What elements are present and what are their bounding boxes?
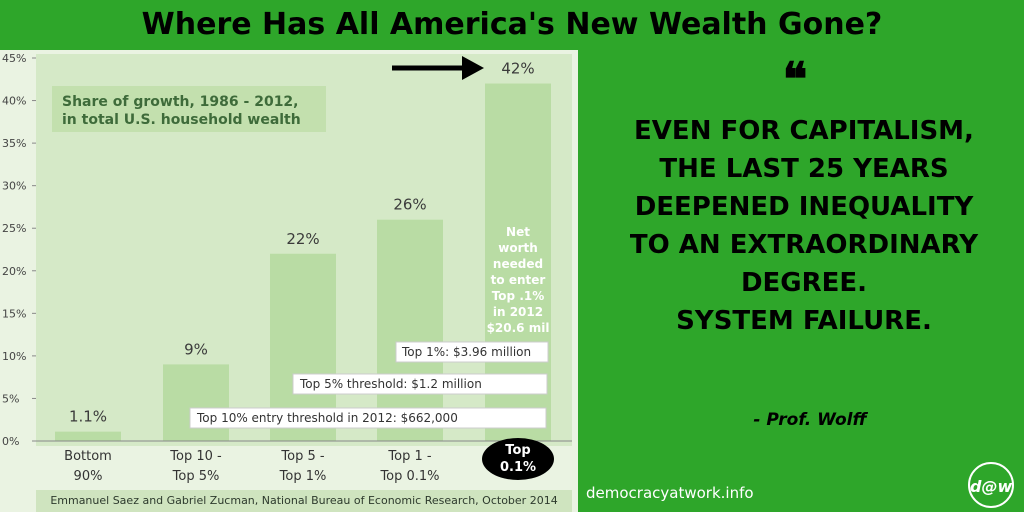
threshold-top5-box xyxy=(292,373,548,395)
x-tick-label: Top xyxy=(505,443,530,458)
x-tick-label: Top 10 - xyxy=(169,449,222,464)
x-tick-label: 90% xyxy=(74,469,103,484)
x-tick-label: Top 5 - xyxy=(280,449,324,464)
bar xyxy=(55,431,121,441)
bar xyxy=(377,219,443,441)
chart-title-line: Share of growth, 1986 - 2012, xyxy=(62,94,299,110)
y-tick-label: 45% xyxy=(2,52,26,65)
x-tick-label: Top 0.1% xyxy=(379,469,439,484)
site-link[interactable]: democracyatwork.info xyxy=(586,484,754,502)
quote-attribution: - Prof. Wolff xyxy=(753,410,867,430)
chart-panel: 0% 5% 10% 15% 20% 25% 30% 35% 40% 45% Share of gro… xyxy=(0,50,578,512)
y-tick-label: 25% xyxy=(2,222,26,235)
threshold-top1-box xyxy=(395,341,549,363)
x-tick-label: 0.1% xyxy=(500,460,536,475)
x-tick-label: Top 1% xyxy=(279,469,327,484)
threshold-top5-label: Top 5% threshold: $1.2 million xyxy=(299,377,482,391)
bar-value-label: 22% xyxy=(286,230,319,248)
bar-value-label: 26% xyxy=(393,196,426,214)
top01-note-line: worth xyxy=(498,241,538,255)
arrow-icon xyxy=(462,56,484,80)
top01-note-line: Top .1% xyxy=(492,289,545,303)
quote-line: DEGREE. xyxy=(740,268,868,298)
y-tick-label: 15% xyxy=(2,307,26,320)
chart-source: Emmanuel Saez and Gabriel Zucman, Nation… xyxy=(36,490,572,512)
threshold-top1-label: Top 1%: $3.96 million xyxy=(401,345,531,359)
top01-note-line: $20.6 mil xyxy=(487,321,550,335)
quote-text: EVEN FOR CAPITALISM, THE LAST 25 YEARS D… xyxy=(584,112,1024,340)
y-tick-label: 0% xyxy=(2,435,19,448)
y-tick-label: 5% xyxy=(2,392,19,405)
page-title: Where Has All America's New Wealth Gone? xyxy=(141,7,883,42)
threshold-top10-label: Top 10% entry threshold in 2012: $662,00… xyxy=(196,411,458,425)
top-01-badge xyxy=(482,438,554,480)
quote-line: SYSTEM FAILURE. xyxy=(676,306,932,336)
x-tick-label: Top 5% xyxy=(172,469,220,484)
top01-note-line: to enter xyxy=(491,273,546,287)
y-tick-label: 40% xyxy=(2,95,26,108)
y-tick-label: 35% xyxy=(2,137,26,150)
top01-note-line: in 2012 xyxy=(493,305,543,319)
bar-value-label: 42% xyxy=(501,60,534,78)
quote-line: EVEN FOR CAPITALISM, xyxy=(634,116,974,146)
bar xyxy=(163,364,229,441)
chart-title-line: in total U.S. household wealth xyxy=(62,112,301,128)
bar-value-label: 9% xyxy=(184,340,208,358)
quote-mark-icon: ❝ xyxy=(782,52,808,106)
bar-value-label: 1.1% xyxy=(69,408,107,426)
dw-logo: d@w xyxy=(968,462,1014,508)
y-tick-label: 30% xyxy=(2,180,26,193)
chart-title-box xyxy=(52,86,326,132)
quote-line: DEEPENED INEQUALITY xyxy=(634,192,974,222)
x-tick-label: Top 1 - xyxy=(387,449,431,464)
y-tick-label: 20% xyxy=(2,265,26,278)
y-tick-label: 10% xyxy=(2,350,26,363)
quote-line: THE LAST 25 YEARS xyxy=(659,154,949,184)
top01-note-line: needed xyxy=(493,257,543,271)
threshold-top10-box xyxy=(189,407,547,429)
bar-chart: 0% 5% 10% 15% 20% 25% 30% 35% 40% 45% Share of gro… xyxy=(2,52,572,484)
x-tick-label: Bottom xyxy=(64,449,112,464)
top01-note-line: Net xyxy=(506,225,530,239)
quote-line: TO AN EXTRAORDINARY xyxy=(629,230,979,260)
